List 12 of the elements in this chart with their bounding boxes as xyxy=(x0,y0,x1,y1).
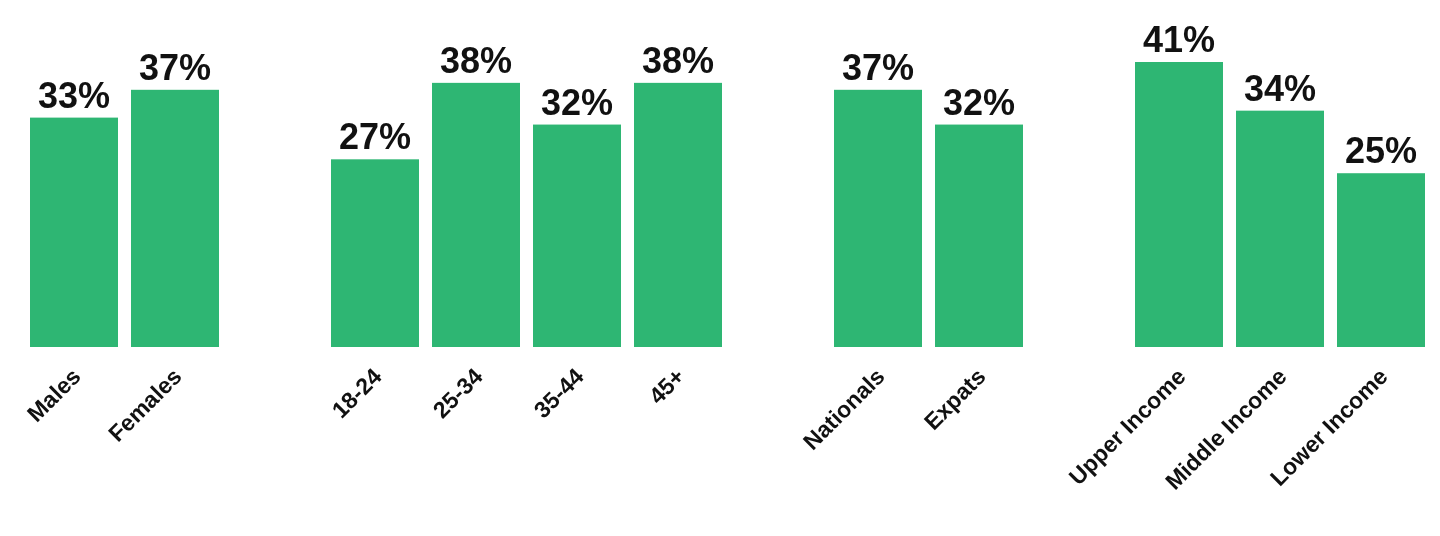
data-label: 32% xyxy=(942,81,1016,123)
data-label: 34% xyxy=(1243,67,1317,109)
data-label: 41% xyxy=(1142,19,1216,60)
data-label: 37% xyxy=(841,46,915,88)
data-label: 33% xyxy=(37,74,111,116)
data-label: 27% xyxy=(338,116,412,158)
data-label: 38% xyxy=(439,39,513,81)
data-label: 37% xyxy=(138,46,212,88)
x-tick-label: 45+ xyxy=(643,363,690,410)
data-label: 38% xyxy=(641,39,715,81)
data-label: 25% xyxy=(1344,130,1418,172)
data-label: 32% xyxy=(540,81,614,123)
